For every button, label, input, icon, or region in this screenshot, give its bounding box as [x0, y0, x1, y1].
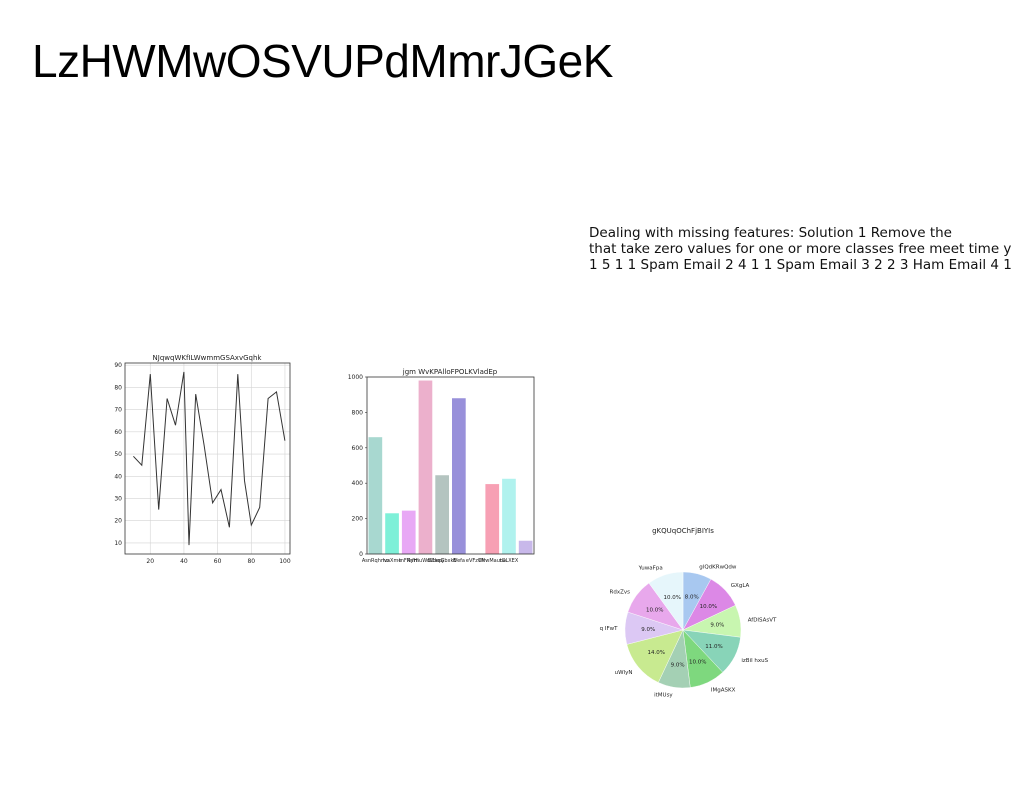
bar-chart-x-tick-label: tGLXEX	[500, 558, 519, 564]
pie-chart-percent-label: 10.0%	[700, 604, 717, 610]
bar-chart-bar	[401, 510, 416, 554]
bar-chart-bar	[452, 398, 466, 554]
pie-chart-percent-label: 9.0%	[671, 662, 685, 668]
line-chart-y-tick-label: 20	[114, 518, 122, 525]
pie-chart-percent-label: 9.0%	[641, 627, 655, 633]
bar-chart-title: jgm WvKPAlloFPOLKVladEp	[402, 368, 498, 376]
line-chart-y-tick-label: 70	[114, 407, 122, 414]
bar-chart-x-tick-label: tnFNyHI	[399, 558, 419, 564]
bar-chart-y-tick-label: 600	[352, 445, 364, 452]
pie-chart-percent-label: 9.0%	[710, 623, 724, 629]
pie-chart-slice-label: IMgASKX	[711, 687, 736, 693]
pie-chart-slice-label: RdxZvs	[610, 590, 631, 596]
bar-chart-x-tick-label: AsnRqhmo	[362, 558, 389, 564]
bar-chart-bar	[418, 380, 433, 554]
line-chart-x-tick-label: 80	[247, 558, 255, 565]
pie-chart-slice-label: q IFwT	[600, 626, 619, 632]
line-chart-y-tick-label: 80	[114, 384, 122, 391]
bar-chart-x-tick-label: iVefa	[453, 558, 465, 564]
pie-chart-percent-label: 10.0%	[646, 608, 663, 614]
pie-chart-slice	[626, 629, 684, 683]
pie-chart-percent-label: 11.0%	[705, 644, 722, 650]
pie-chart-slice-label: AfDISAsVT	[748, 618, 777, 624]
bar-chart-bar	[385, 513, 399, 554]
line-chart-y-tick-label: 40	[114, 473, 122, 480]
bar-chart-bar	[502, 478, 516, 554]
pie-chart-slice-label: GXgLA	[731, 583, 750, 589]
line-chart-x-tick-label: 20	[146, 558, 154, 565]
pie-chart-slice-label: izBil hxuS	[741, 658, 768, 664]
bar-chart-x-tick-label: EZaeGbxkE	[428, 558, 457, 564]
bar-chart-x-tick-label: lvaXme	[383, 558, 402, 564]
line-chart-x-tick-label: 40	[180, 558, 188, 565]
bar-chart-bar	[485, 484, 500, 554]
pie-chart-percent-label: 10.0%	[663, 595, 680, 601]
pie-chart: gKQUqOChFjBIYIs 8.0% glQdKRwQdw 10.0% GXgLA…	[600, 527, 777, 699]
bar-chart-plot-area	[366, 376, 535, 555]
bar-chart-y-tick-label: 400	[352, 480, 364, 487]
pie-chart-slice-label: YuwaFpa	[638, 566, 663, 572]
pie-chart-percent-label: 8.0%	[685, 594, 699, 600]
pie-chart-slice	[648, 571, 684, 631]
bar-chart-x-tick-label: WrwMauoo	[478, 558, 506, 564]
pie-chart-percent-label: 14.0%	[647, 650, 664, 656]
line-chart-y-tick-label: 50	[114, 451, 122, 458]
bar-chart-x-tick-label: PrfrnuWokdepJ	[407, 558, 444, 564]
bar-chart: jgm WvKPAlloFPOLKVladEp AsnRqhmolvaXmetn…	[348, 368, 535, 564]
bar-chart-x-tick-label: eVFzCN	[466, 558, 485, 564]
pie-chart-slice-label: uWlyN	[615, 670, 633, 676]
bar-chart-y-tick-label: 0	[359, 551, 363, 558]
bar-chart-y-tick-label: 800	[352, 409, 364, 416]
line-chart-y-tick-label: 90	[114, 362, 122, 369]
body-text: Dealing with missing features: Solution …	[589, 225, 1024, 273]
bar-chart-y-tick-label: 200	[352, 516, 364, 523]
bar-chart-bar	[435, 475, 449, 554]
line-chart-plot-area	[124, 362, 291, 555]
line-chart-y-tick-label: 10	[114, 540, 122, 547]
bar-chart-bar	[368, 437, 383, 554]
pie-chart-title: gKQUqOChFjBIYIs	[652, 527, 714, 535]
line-chart-y-tick-label: 30	[114, 495, 122, 502]
line-chart-title: NJqwqWKfILWwmmGSAxvGqhk	[153, 354, 263, 362]
line-chart-x-tick-label: 60	[214, 558, 222, 565]
body-text-line: that take zero values for one or more cl…	[589, 241, 1012, 257]
line-chart-y-tick-label: 60	[114, 429, 122, 436]
line-chart: NJqwqWKfILWwmmGSAxvGqhk 10 20 30 40 50 60 70 80…	[114, 354, 291, 565]
line-chart-series-line	[133, 371, 286, 546]
body-text-line: Dealing with missing features: Solution …	[589, 225, 952, 241]
bar-chart-y-tick-label: 1000	[348, 374, 363, 381]
body-text-line: 1 5 1 1 Spam Email 2 4 1 1 Spam Email 3 …	[589, 257, 1012, 273]
line-chart-x-tick-label: 100	[279, 558, 291, 565]
pie-chart-percent-label: 10.0%	[689, 660, 706, 666]
pie-chart-slice-label: itMUsy	[654, 693, 673, 699]
bar-chart-bar	[518, 540, 533, 554]
pie-chart-slice-label: glQdKRwQdw	[699, 565, 737, 571]
slide-title: LzHWMwOSVUPdMmrJGeK	[32, 35, 613, 87]
